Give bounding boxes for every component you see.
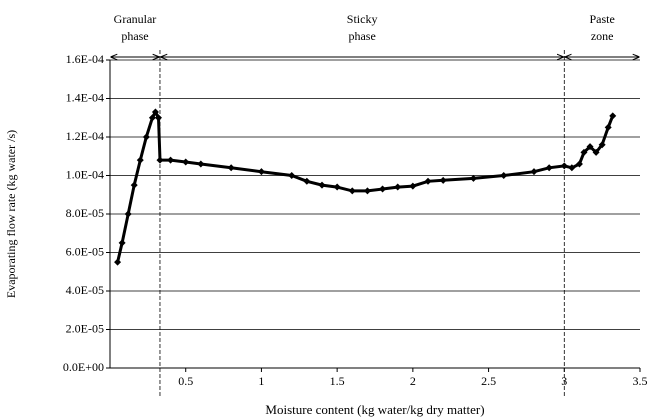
data-point [500, 172, 508, 179]
data-point [598, 141, 606, 149]
data-point [318, 181, 326, 189]
y-tick-label: 4.0E-05 [66, 283, 104, 297]
data-point [586, 143, 594, 151]
data-point [560, 162, 568, 170]
data-point [118, 239, 126, 247]
data-point [348, 187, 356, 195]
region-label: Paste zone [589, 12, 614, 43]
data-point [424, 177, 432, 185]
data-point [580, 148, 588, 156]
data-point [545, 164, 553, 172]
data-point [148, 114, 156, 122]
data-line [116, 108, 615, 263]
data-point [530, 168, 538, 176]
data-point [439, 176, 447, 184]
y-tick-label: 1.2E-04 [66, 129, 104, 143]
data-point [379, 185, 387, 193]
data-point [609, 112, 617, 120]
x-tick-label: 1 [258, 374, 264, 388]
data-point [363, 187, 371, 195]
data-point [227, 164, 235, 172]
data-point [154, 114, 162, 122]
data-point [592, 148, 600, 156]
data-point [409, 182, 417, 190]
y-tick-label: 2.0E-05 [66, 321, 104, 335]
y-tick-label: 0.0E+00 [63, 360, 104, 374]
y-tick-label: 1.4E-04 [66, 90, 104, 104]
y-tick-label: 8.0E-05 [66, 206, 104, 220]
data-point [604, 123, 612, 131]
data-point [197, 160, 205, 168]
data-point [124, 210, 132, 218]
data-point [136, 156, 144, 164]
x-tick-label: 2 [410, 374, 416, 388]
data-point [575, 160, 583, 168]
data-point [257, 168, 265, 176]
data-point [182, 158, 190, 166]
x-tick-label: 0.5 [178, 374, 193, 388]
data-point [156, 156, 164, 164]
data-point [288, 172, 296, 179]
data-point [333, 183, 341, 191]
x-tick-label: 1.5 [330, 374, 345, 388]
region-label: Sticky phase [347, 12, 378, 43]
region-label: Granular phase [114, 12, 157, 43]
data-point [568, 164, 576, 172]
data-point [142, 133, 150, 141]
data-point [130, 181, 138, 189]
y-tick-label: 1.0E-04 [66, 167, 104, 181]
data-point [469, 174, 477, 182]
x-axis-title: Moisture content (kg water/kg dry matter… [265, 402, 484, 417]
x-tick-label: 3.5 [633, 374, 648, 388]
data-point [394, 183, 402, 191]
data-point [167, 156, 175, 164]
y-axis-title: Evaporating flow rate (kg water /s) [4, 130, 18, 298]
data-point [114, 258, 122, 266]
y-tick-label: 6.0E-05 [66, 244, 104, 258]
x-tick-label: 2.5 [481, 374, 496, 388]
data-point [151, 108, 159, 116]
y-tick-label: 1.6E-04 [66, 52, 104, 66]
data-point [303, 177, 311, 185]
